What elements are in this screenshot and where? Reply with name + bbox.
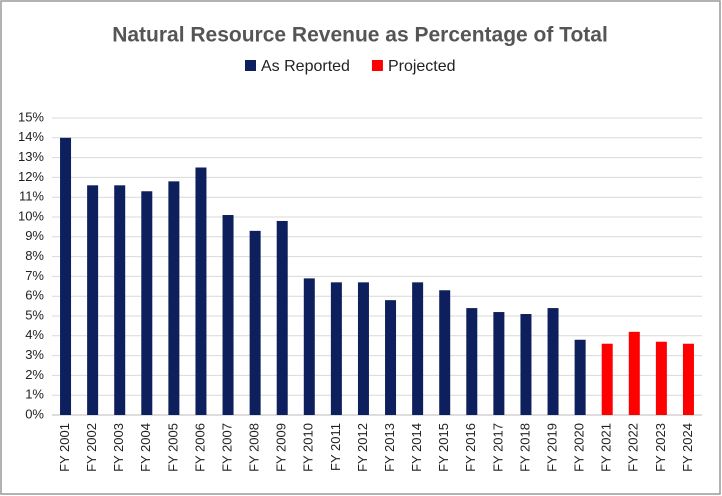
y-tick-label: 10% bbox=[18, 208, 44, 223]
x-tick-label: FY 2005 bbox=[165, 423, 180, 472]
bar bbox=[493, 312, 505, 415]
x-tick-label: FY 2012 bbox=[355, 423, 370, 472]
bar bbox=[439, 290, 451, 415]
x-tick-label: FY 2011 bbox=[328, 423, 343, 471]
x-tick-label: FY 2017 bbox=[490, 423, 505, 472]
y-tick-label: 13% bbox=[18, 149, 44, 164]
y-tick-label: 6% bbox=[25, 288, 44, 303]
bar bbox=[249, 230, 261, 415]
bar bbox=[655, 341, 667, 415]
y-tick-label: 2% bbox=[25, 367, 44, 382]
bar bbox=[357, 282, 369, 415]
x-tick-label: FY 2008 bbox=[247, 423, 262, 472]
y-tick-label: 0% bbox=[25, 406, 44, 421]
bar bbox=[222, 215, 234, 415]
bar bbox=[682, 343, 694, 415]
y-tick-label: 7% bbox=[25, 268, 44, 283]
y-tick-label: 9% bbox=[25, 228, 44, 243]
x-tick-label: FY 2024 bbox=[680, 423, 695, 472]
x-tick-label: FY 2009 bbox=[274, 423, 289, 472]
y-tick-label: 12% bbox=[18, 169, 44, 184]
y-tick-label: 3% bbox=[25, 347, 44, 362]
x-tick-label: FY 2004 bbox=[138, 423, 153, 472]
x-tick-label: FY 2023 bbox=[653, 423, 668, 472]
bar bbox=[574, 339, 586, 415]
legend-label: As Reported bbox=[261, 58, 350, 75]
x-tick-label: FY 2021 bbox=[599, 423, 614, 472]
x-tick-label: FY 2018 bbox=[517, 423, 532, 472]
bar bbox=[168, 181, 180, 415]
x-tick-label: FY 2016 bbox=[463, 423, 478, 472]
bar bbox=[385, 300, 397, 415]
x-tick-label: FY 2022 bbox=[626, 423, 641, 472]
x-tick-label: FY 2010 bbox=[301, 423, 316, 472]
y-tick-label: 8% bbox=[25, 248, 44, 263]
y-tick-label: 15% bbox=[18, 109, 44, 124]
legend-label: Projected bbox=[388, 58, 456, 75]
bar bbox=[60, 137, 72, 416]
y-tick-label: 4% bbox=[25, 327, 44, 342]
x-tick-label: FY 2014 bbox=[409, 423, 424, 472]
bar bbox=[628, 331, 640, 415]
y-tick-label: 14% bbox=[18, 129, 44, 144]
x-tick-label: FY 2007 bbox=[219, 423, 234, 472]
x-tick-label: FY 2013 bbox=[382, 423, 397, 472]
x-tick-label: FY 2002 bbox=[84, 423, 99, 472]
bar bbox=[330, 282, 342, 415]
bar bbox=[114, 185, 126, 415]
x-tick-label: FY 2019 bbox=[544, 423, 559, 472]
y-tick-label: 11% bbox=[19, 189, 44, 204]
bar bbox=[195, 167, 207, 415]
legend-swatch bbox=[245, 60, 256, 71]
x-tick-label: FY 2006 bbox=[192, 423, 207, 472]
legend-swatch bbox=[371, 60, 383, 71]
y-tick-label: 1% bbox=[25, 387, 44, 402]
x-tick-label: FY 2015 bbox=[436, 423, 451, 472]
x-tick-label: FY 2003 bbox=[111, 423, 126, 472]
bar bbox=[466, 308, 478, 415]
bar bbox=[520, 314, 532, 415]
chart-title: Natural Resource Revenue as Percentage o… bbox=[112, 24, 608, 47]
bar bbox=[547, 308, 559, 415]
x-tick-label: FY 2001 bbox=[57, 423, 72, 472]
bar bbox=[412, 282, 424, 415]
bar bbox=[141, 191, 153, 415]
bar bbox=[276, 220, 288, 415]
y-tick-label: 5% bbox=[25, 307, 44, 322]
bar bbox=[303, 278, 315, 415]
bar bbox=[601, 343, 613, 415]
bar bbox=[87, 185, 99, 415]
x-tick-label: FY 2020 bbox=[572, 423, 587, 472]
